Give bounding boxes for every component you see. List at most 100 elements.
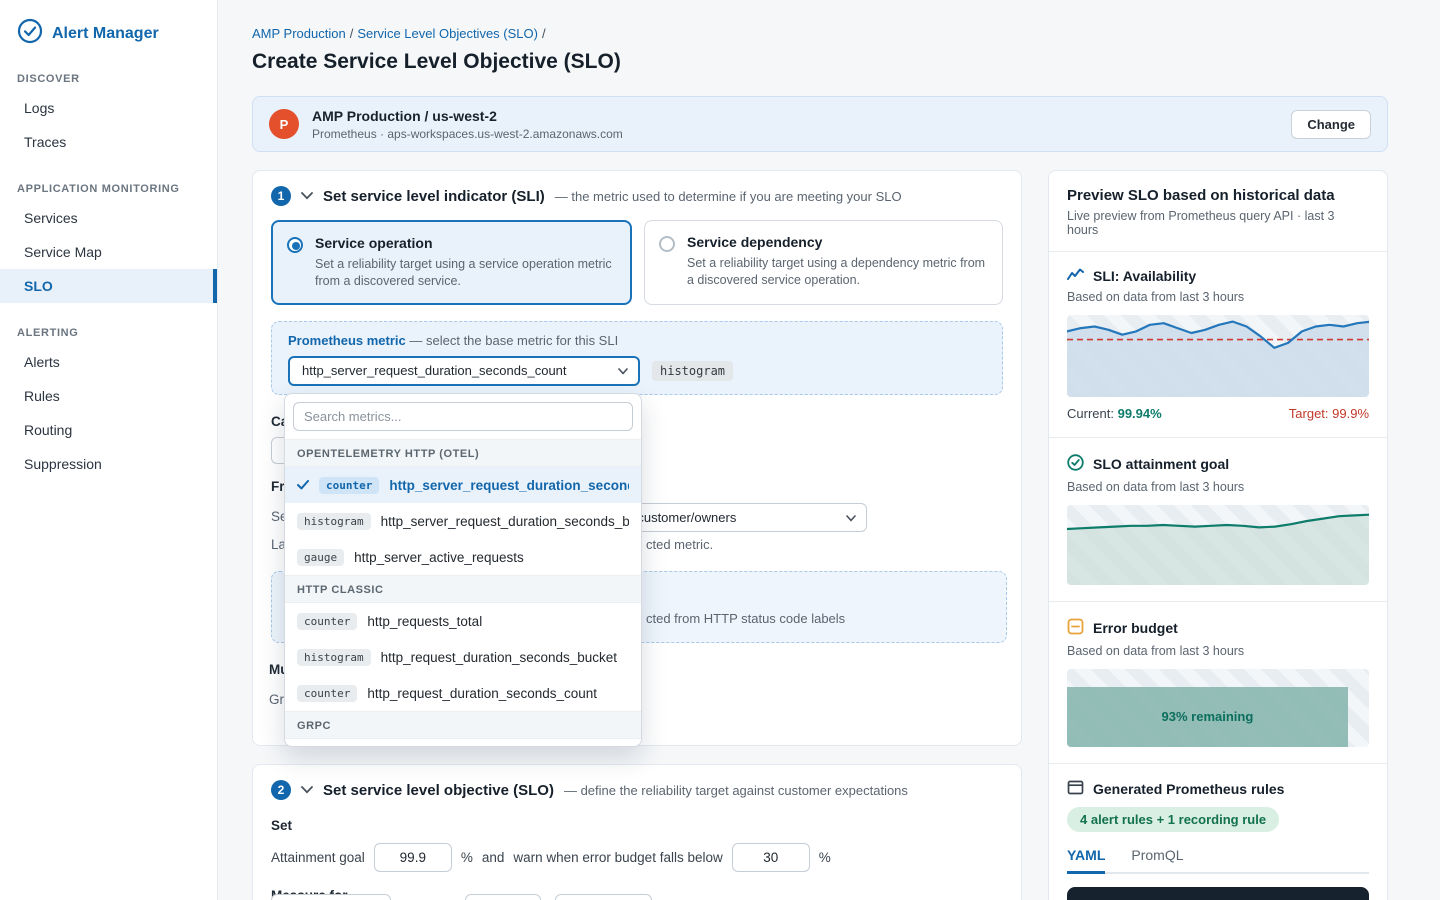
generated-rules-title: Generated Prometheus rules (1093, 781, 1285, 797)
error-budget-fill: 93% remaining (1067, 686, 1348, 747)
chevron-down-icon (846, 510, 856, 525)
minus-square-icon (1067, 618, 1084, 638)
tab-yaml[interactable]: YAML (1067, 847, 1106, 874)
sidebar-item-routing[interactable]: Routing (24, 422, 73, 438)
occluded-info-fragment: cted from HTTP status code labels (646, 611, 846, 626)
sli-availability-title: SLI: Availability (1093, 268, 1197, 284)
breadcrumb-link-slo-list[interactable]: Service Level Objectives (SLO) (357, 26, 538, 41)
radio-selected-icon[interactable] (287, 237, 303, 253)
page-title: Create Service Level Objective (SLO) (252, 50, 621, 73)
error-budget-remaining: 93% remaining (1161, 709, 1254, 725)
tab-promql[interactable]: PromQL (1131, 847, 1184, 863)
dropdown-item-metric[interactable]: counter http_server_request_duration_sec… (285, 467, 641, 503)
error-budget-chart: 93% remaining (1067, 669, 1369, 747)
current-value: 99.94% (1117, 406, 1162, 421)
preview-subtitle: Live preview from Prometheus query API ·… (1067, 209, 1335, 237)
occluded-label-fragment: Mu (269, 662, 289, 677)
nav-section-application-monitoring: APPLICATION MONITORING (17, 183, 180, 195)
dropdown-group-grpc: GRPC (285, 711, 641, 739)
measure-for-input[interactable] (555, 894, 652, 900)
prometheus-metric-hint: — select the base metric for this SLI (409, 332, 619, 348)
sidebar-item-services[interactable]: Services (24, 210, 78, 226)
option-service-dependency[interactable]: Service dependency Set a reliability tar… (644, 220, 1003, 305)
metric-type-badge: counter (297, 612, 358, 630)
and-label: and (481, 850, 505, 865)
dropdown-group-http-classic: HTTP CLASSIC (285, 575, 641, 603)
metric-type-badge: counter (319, 476, 380, 494)
sidebar-item-service-map[interactable]: Service Map (24, 244, 102, 260)
line-chart-icon (1067, 268, 1084, 284)
sidebar-item-suppression[interactable]: Suppression (24, 456, 102, 472)
error-budget-subtitle: Based on data from last 3 hours (1067, 644, 1245, 658)
step2-number-badge: 2 (271, 780, 291, 800)
metric-select[interactable]: http_server_request_duration_seconds_cou… (288, 355, 640, 386)
metric-type-badge: histogram (652, 360, 734, 381)
yaml-code-block: name: slo:availability_pet_clinic_fronte… (1067, 887, 1369, 900)
metric-type-badge: histogram (297, 648, 371, 666)
prometheus-metric-box: Prometheus metric — select the base metr… (271, 320, 1003, 395)
metric-name: http_requests_total (367, 613, 483, 629)
sidebar-item-traces[interactable]: Traces (24, 134, 67, 150)
metric-name: http_request_duration_seconds_bucket (380, 649, 618, 665)
warn-threshold-input[interactable] (731, 843, 810, 872)
check-icon (297, 478, 309, 493)
step1-subtitle: — the metric used to determine if you ar… (554, 188, 902, 204)
nav-section-alerting: ALERTING (17, 327, 79, 339)
sidebar-item-alerts[interactable]: Alerts (24, 354, 60, 370)
metric-name: http_server_request_duration_seconds_buc… (380, 513, 629, 529)
workspace-avatar: P (269, 109, 299, 139)
breadcrumb-separator: / (541, 26, 546, 41)
radio-unselected-icon[interactable] (659, 236, 675, 252)
workspace-subtitle: Prometheus · aps-workspaces.us-west-2.am… (312, 126, 623, 141)
slo-attainment-title: SLO attainment goal (1093, 456, 1230, 472)
error-budget-section: Error budget Based on data from last 3 h… (1049, 602, 1387, 764)
option-service-operation[interactable]: Service operation Set a reliability targ… (271, 220, 632, 305)
breadcrumb-link-amp-production[interactable]: AMP Production (252, 26, 346, 41)
search-metrics-input[interactable] (293, 402, 633, 431)
metric-name: http_server_request_duration_seconds_cou… (389, 477, 629, 493)
sidebar-item-rules[interactable]: Rules (24, 388, 60, 404)
set-label: Set (271, 818, 293, 833)
sidebar: Alert Manager DISCOVER Logs Traces APPLI… (0, 0, 218, 900)
brand-logo[interactable]: Alert Manager (0, 0, 217, 49)
target-value: Target: 99.9% (1288, 406, 1369, 421)
occluded-label-fragment: La (271, 537, 287, 552)
dropdown-item-metric[interactable]: counter grpc_server_handled_total (285, 739, 641, 746)
window-icon (1067, 780, 1084, 798)
attainment-goal-label: Attainment goal (271, 850, 365, 865)
generated-rules-section: Generated Prometheus rules 4 alert rules… (1049, 764, 1387, 900)
dropdown-item-metric[interactable]: gauge http_server_active_requests (285, 539, 641, 575)
metric-type-badge: histogram (297, 512, 371, 530)
sidebar-item-slo[interactable]: SLO (0, 269, 217, 303)
dropdown-item-metric[interactable]: histogram http_request_duration_seconds_… (285, 639, 641, 675)
occluded-label-fragment: Gr (269, 692, 284, 707)
preview-title: Preview SLO based on historical data (1067, 187, 1335, 204)
dropdown-item-metric[interactable]: counter http_requests_total (285, 603, 641, 639)
step1-collapse-chevron-down-icon[interactable] (301, 192, 313, 200)
measure-for-input[interactable] (271, 894, 391, 900)
dropdown-item-metric[interactable]: histogram http_server_request_duration_s… (285, 503, 641, 539)
step2-card: 2 Set service level objective (SLO) — de… (252, 764, 1022, 900)
measure-for-input[interactable] (465, 894, 541, 900)
slo-attainment-subtitle: Based on data from last 3 hours (1067, 480, 1245, 494)
breadcrumb: AMP Production / Service Level Objectives … (252, 26, 550, 41)
workspace-title: AMP Production / us-west-2 (312, 107, 497, 124)
occluded-label-fragment: Fr (271, 479, 285, 494)
attainment-goal-input[interactable] (373, 843, 452, 872)
occluded-label-fragment: Se (271, 509, 288, 524)
slo-attainment-section: SLO attainment goal Based on data from l… (1049, 438, 1387, 602)
sidebar-item-logs[interactable]: Logs (24, 100, 55, 116)
occluded-note-fragment: cted metric. (646, 537, 714, 552)
metric-name: http_server_active_requests (354, 549, 524, 565)
step2-collapse-chevron-down-icon[interactable] (301, 786, 313, 794)
dropdown-item-metric[interactable]: counter http_request_duration_seconds_co… (285, 675, 641, 711)
change-workspace-button[interactable]: Change (1291, 109, 1371, 139)
rules-count-badge: 4 alert rules + 1 recording rule (1067, 807, 1280, 832)
percent-label: % (460, 850, 473, 865)
check-circle-logo-icon (17, 18, 43, 49)
current-label: Current: (1067, 406, 1114, 421)
option-service-dependency-description: Set a reliability target using a depende… (687, 256, 986, 287)
step2-subtitle: — define the reliability target against … (563, 782, 908, 798)
slo-attainment-chart (1067, 505, 1369, 585)
